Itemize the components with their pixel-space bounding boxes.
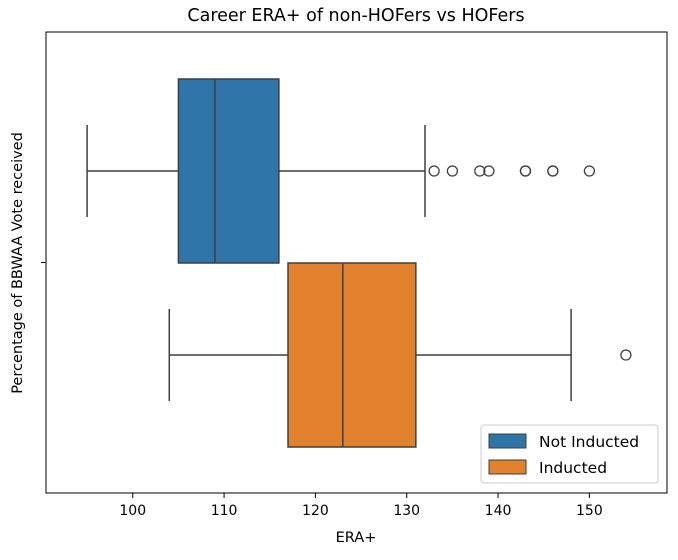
x-tick-label: 140 (485, 503, 512, 519)
box-group (86, 78, 596, 264)
legend-swatch (488, 459, 527, 475)
outlier-point (519, 165, 532, 177)
outlier-point (446, 165, 459, 177)
outlier-point (428, 165, 440, 177)
x-tick-label: 150 (576, 503, 603, 519)
x-tick-label: 110 (211, 503, 238, 519)
legend-label: Inducted (539, 459, 607, 477)
outlier-point (583, 165, 596, 177)
iqr-box (177, 78, 280, 264)
legend: Not Inducted Inducted (480, 424, 659, 484)
box-group (168, 262, 632, 448)
iqr-box (287, 262, 417, 448)
y-axis-label: Percentage of BBWAA Vote received (10, 132, 26, 394)
outlier-point (483, 165, 495, 177)
x-tick-label: 120 (302, 503, 329, 519)
outlier-point (620, 349, 632, 361)
x-tick-label: 130 (393, 503, 420, 519)
x-tick-label: 100 (119, 503, 146, 519)
outlier-point (547, 165, 559, 177)
outlier-point (474, 165, 486, 177)
legend-label: Not Inducted (539, 433, 639, 451)
legend-swatch (488, 433, 527, 449)
plot-area: 100 110 120 130 140 150 (41, 31, 668, 519)
x-axis-label: ERA+ (336, 530, 377, 546)
chart-title: Career ERA+ of non-HOFers vs HOFers (187, 6, 524, 26)
